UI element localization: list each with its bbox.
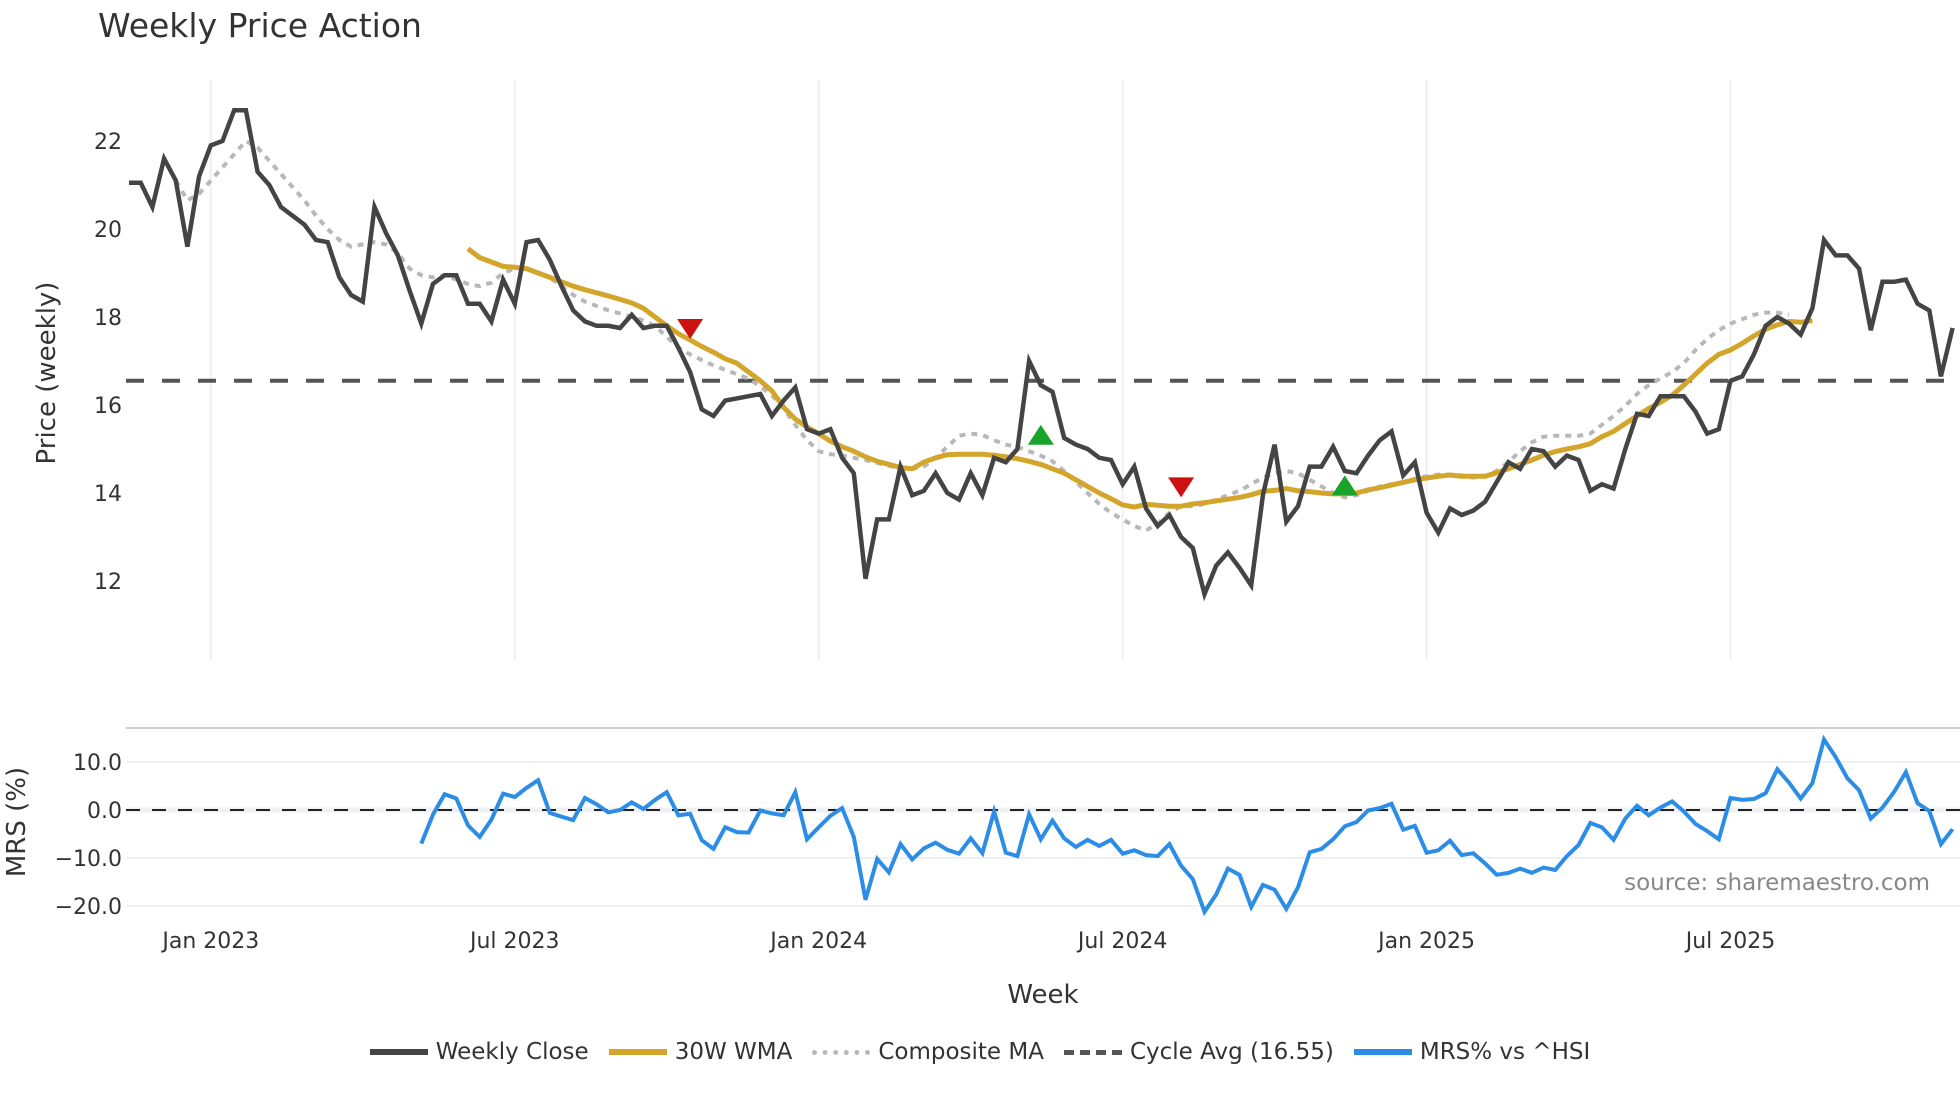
legend-item-cycle-avg[interactable]: Cycle Avg (16.55)	[1063, 1039, 1334, 1065]
y-tick-label: 14	[94, 482, 122, 507]
gridlines	[126, 80, 1960, 907]
legend-item-mrs[interactable]: MRS% vs ^HSI	[1353, 1039, 1591, 1065]
mrs-line	[419, 734, 1955, 917]
y-tick-label: −20.0	[55, 895, 122, 920]
composite-ma-line	[174, 138, 1790, 533]
sell-signal-triangle-icon	[1168, 477, 1195, 498]
mrs-y-axis: 10.0 0.0 −10.0 −20.0	[55, 751, 122, 920]
y-tick-label: 16	[94, 394, 122, 419]
line-swatch-icon	[608, 1049, 667, 1055]
buy-signal-triangle-icon	[1331, 475, 1358, 496]
y-tick-label: 10.0	[73, 751, 122, 776]
legend-item-composite-ma[interactable]: Composite MA	[812, 1039, 1044, 1065]
dotted-swatch-icon	[812, 1049, 871, 1055]
price-y-axis: 12 14 16 18 20 22	[94, 130, 122, 595]
signal-markers	[677, 319, 1358, 498]
chart-title: Weekly Price Action	[98, 6, 422, 45]
legend-label: Weekly Close	[435, 1039, 589, 1065]
x-tick-label: Jul 2023	[468, 929, 560, 954]
legend-label: Composite MA	[878, 1039, 1044, 1065]
legend-label: MRS% vs ^HSI	[1419, 1039, 1591, 1065]
y-tick-label: 0.0	[87, 799, 122, 824]
mrs-y-axis-label: MRS (%)	[2, 767, 32, 877]
legend-label: Cycle Avg (16.55)	[1129, 1039, 1334, 1065]
x-tick-label: Jan 2025	[1376, 929, 1475, 954]
plot-series	[126, 107, 1960, 917]
line-swatch-icon	[369, 1049, 428, 1055]
sell-signal-triangle-icon	[677, 319, 704, 339]
x-tick-label: Jan 2024	[768, 929, 867, 954]
legend-item-30w-wma[interactable]: 30W WMA	[608, 1039, 793, 1065]
y-tick-label: 12	[94, 570, 122, 595]
price-y-axis-label: Price (weekly)	[32, 282, 62, 465]
legend-label: 30W WMA	[674, 1039, 793, 1065]
x-tick-label: Jan 2023	[160, 929, 259, 954]
y-tick-label: 22	[94, 130, 122, 155]
weekly-close-line	[129, 107, 1955, 602]
x-tick-label: Jul 2024	[1076, 929, 1168, 954]
x-axis-label: Week	[1007, 980, 1078, 1010]
x-tick-label: Jul 2025	[1684, 929, 1776, 954]
wma-line	[466, 246, 1813, 510]
x-axis: Jan 2023 Jul 2023 Jan 2024 Jul 2024 Jan 2025…	[160, 929, 1775, 954]
y-tick-label: 20	[94, 218, 122, 243]
legend-item-weekly-close[interactable]: Weekly Close	[369, 1039, 589, 1065]
legend: Weekly Close 30W WMA Composite MA Cycle …	[0, 1034, 1960, 1070]
dashed-swatch-icon	[1063, 1049, 1122, 1055]
source-watermark: source: sharemaestro.com	[1624, 870, 1930, 896]
y-tick-label: −10.0	[55, 847, 122, 872]
buy-signal-triangle-icon	[1027, 424, 1054, 445]
line-swatch-icon	[1353, 1049, 1412, 1055]
y-tick-label: 18	[94, 306, 122, 331]
